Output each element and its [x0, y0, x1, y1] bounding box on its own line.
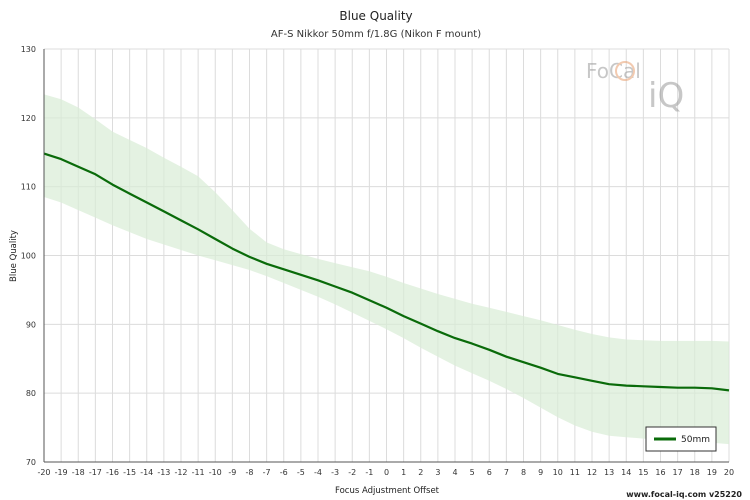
logo-text-top: FoCal — [586, 59, 641, 83]
y-tick-label: 80 — [26, 389, 36, 398]
x-tick-label: -12 — [174, 468, 187, 477]
x-tick-label: 5 — [470, 468, 475, 477]
x-tick-label: -5 — [297, 468, 305, 477]
logo-ring-icon — [615, 61, 635, 81]
y-tick-label: 120 — [21, 114, 36, 123]
series-line-50mm — [43, 152, 730, 392]
axes — [43, 49, 729, 463]
x-tick-label: 20 — [724, 468, 734, 477]
x-tick-label: 17 — [673, 468, 683, 477]
x-tick-label: 2 — [418, 468, 423, 477]
x-tick-label: -14 — [140, 468, 153, 477]
confidence-band-group — [44, 94, 729, 445]
x-tick-label: -16 — [106, 468, 119, 477]
x-tick-label: -9 — [228, 468, 236, 477]
x-tick-label: 8 — [521, 468, 526, 477]
legend-label: 50mm — [681, 435, 710, 445]
chart-title: Blue Quality — [339, 9, 412, 23]
y-tick-label: 110 — [21, 183, 36, 192]
footer-credit: www.focal-iq.com v25220 — [626, 490, 742, 499]
x-tick-label: -2 — [348, 468, 356, 477]
x-tick-label: 7 — [504, 468, 509, 477]
x-tick-label: -11 — [192, 468, 205, 477]
x-tick-label: -17 — [89, 468, 102, 477]
chart-subtitle: AF-S Nikkor 50mm f/1.8G (Nikon F mount) — [271, 29, 481, 40]
x-tick-label: -4 — [314, 468, 322, 477]
x-tick-label: -10 — [209, 468, 222, 477]
x-tick-label: -15 — [123, 468, 136, 477]
x-tick-label: 4 — [452, 468, 457, 477]
x-tick-label: 6 — [487, 468, 492, 477]
x-tick-label: -6 — [280, 468, 288, 477]
logo-text-bottom: iQ — [648, 76, 684, 116]
x-tick-label: 15 — [638, 468, 648, 477]
legend: 50mm — [645, 426, 717, 452]
x-tick-label: -1 — [365, 468, 373, 477]
x-tick-label: 14 — [621, 468, 631, 477]
x-tick-label: 11 — [570, 468, 580, 477]
y-tick-label: 70 — [26, 458, 36, 467]
x-tick-label: -19 — [55, 468, 68, 477]
y-tick-label: 90 — [26, 320, 36, 329]
x-tick-label: -7 — [263, 468, 271, 477]
focal-iq-logo: FoCal iQ — [586, 59, 684, 116]
x-tick-label: -13 — [157, 468, 170, 477]
y-axis-label: Blue Quality — [9, 230, 19, 282]
x-tick-label: 19 — [707, 468, 717, 477]
x-tick-label: 0 — [384, 468, 389, 477]
x-tick-label: -20 — [37, 468, 50, 477]
x-tick-label: -8 — [246, 468, 254, 477]
x-tick-label: 12 — [587, 468, 597, 477]
x-tick-labels: -20 -19 -18 -17 -16 -15 -14 -13 -12 -11 -10 -9 -8 -7-… — [37, 468, 734, 477]
series-group — [43, 152, 730, 392]
confidence-band — [44, 94, 729, 445]
x-tick-label: 1 — [401, 468, 406, 477]
x-axis-label: Focus Adjustment Offset — [335, 486, 440, 496]
x-tick-label: 16 — [655, 468, 665, 477]
x-tick-label: 9 — [538, 468, 543, 477]
x-tick-label: -3 — [331, 468, 339, 477]
y-tick-label: 100 — [21, 252, 36, 261]
y-tick-label: 130 — [21, 45, 36, 54]
x-tick-label: 3 — [435, 468, 440, 477]
x-tick-label: 13 — [604, 468, 614, 477]
x-tick-label: -18 — [72, 468, 85, 477]
x-tick-label: 10 — [553, 468, 563, 477]
x-tick-label: 18 — [690, 468, 700, 477]
y-tick-labels: 70 80 90 100 110 120 130 — [21, 45, 36, 467]
